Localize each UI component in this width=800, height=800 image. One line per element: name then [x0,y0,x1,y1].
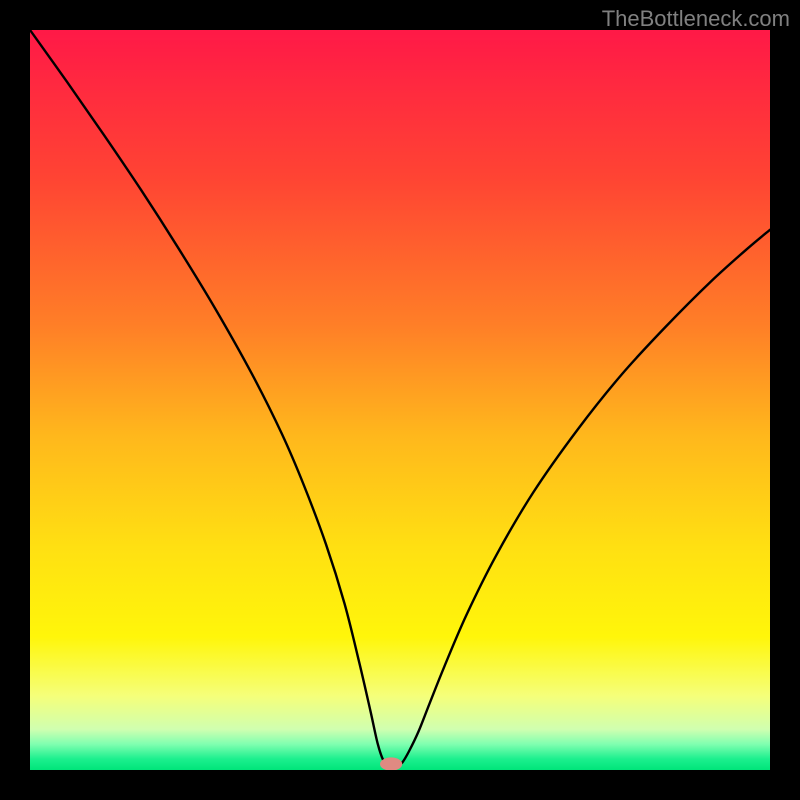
watermark-text: TheBottleneck.com [602,6,790,32]
plot-area [30,30,770,770]
chart-stage: TheBottleneck.com [0,0,800,800]
gradient-background [30,30,770,770]
plot-svg [30,30,770,770]
